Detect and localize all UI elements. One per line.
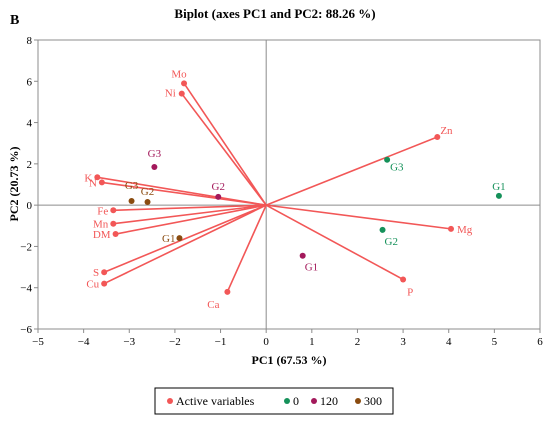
variable-point [434, 134, 441, 141]
x-tick-label: 3 [400, 336, 406, 348]
observation-point [384, 156, 391, 163]
observation-label: G3 [390, 162, 404, 174]
legend-marker [355, 398, 361, 404]
variable-label: Ni [165, 88, 176, 100]
legend-label: 0 [293, 394, 299, 408]
observation-label: G1 [492, 181, 505, 193]
variable-label: P [407, 286, 413, 298]
variable-vector [113, 204, 267, 212]
x-axis-label: PC1 (67.53 %) [252, 353, 327, 367]
observation-label: G1 [162, 233, 175, 245]
variable-label: N [89, 177, 97, 189]
y-tick-label: −6 [20, 324, 32, 336]
variable-vector [265, 136, 438, 206]
variable-point [178, 90, 185, 97]
variable-point [101, 269, 108, 276]
variable-label: Cu [86, 279, 99, 291]
y-tick-label: 4 [27, 118, 33, 130]
x-tick-label: −2 [169, 336, 181, 348]
x-tick-label: 0 [263, 336, 269, 348]
variable-vector [266, 204, 452, 230]
y-axis-label: PC2 (20.73 %) [7, 147, 21, 222]
x-tick-label: 1 [309, 336, 315, 348]
observation-label: G2 [385, 236, 398, 248]
variable-vector [113, 204, 267, 225]
observation-point [128, 198, 135, 205]
variable-point [224, 288, 231, 295]
variable-vector [103, 204, 267, 273]
variable-label: Mn [93, 219, 109, 231]
plot-frame [37, 39, 541, 330]
legend-label: 120 [320, 394, 338, 408]
variable-label: Fe [97, 205, 108, 217]
legend-label: 300 [364, 394, 382, 408]
observation-point [151, 163, 158, 170]
observation-label: G2 [212, 181, 225, 193]
x-tick-label: 5 [492, 336, 498, 348]
y-tick-label: −2 [20, 241, 32, 253]
y-tick-label: 0 [27, 200, 33, 212]
zero-lines [38, 40, 540, 329]
variable-vector [226, 204, 267, 293]
observation-label: G3 [125, 180, 139, 192]
variable-label: K [84, 172, 92, 184]
x-tick-label: −5 [32, 336, 44, 348]
variable-point [110, 207, 117, 214]
x-axis-ticks: −5 −4 −3 −2 −1 0 1 2 3 4 5 6 [32, 329, 543, 348]
variable-point [448, 225, 455, 232]
legend: Active variables 0 120 300 [154, 387, 394, 415]
variable-label: Mo [171, 68, 187, 80]
y-tick-label: 2 [27, 159, 33, 171]
observation-label: G1 [305, 262, 318, 274]
observation-point [379, 226, 386, 233]
legend-marker [284, 398, 290, 404]
y-tick-label: 6 [27, 76, 33, 88]
variable-label: DM [93, 229, 111, 241]
observation-point [215, 193, 222, 200]
observation-point [299, 252, 306, 259]
variable-point [110, 220, 117, 227]
variable-label: Zn [440, 125, 453, 137]
y-tick-label: −4 [20, 283, 32, 295]
variable-vector [265, 204, 404, 281]
x-tick-label: −1 [215, 336, 227, 348]
x-tick-label: −3 [123, 336, 135, 348]
x-tick-label: 2 [355, 336, 361, 348]
observation-point [176, 235, 183, 242]
variable-label: Ca [207, 299, 219, 311]
observation-point [144, 199, 151, 206]
variable-point [400, 276, 407, 283]
x-tick-label: 4 [446, 336, 452, 348]
observation-label: G2 [141, 186, 154, 198]
variable-point [112, 231, 119, 238]
variable-label: S [93, 267, 99, 279]
legend-box [154, 387, 394, 415]
variable-point [181, 80, 188, 87]
variable-vector [101, 181, 267, 206]
variable-point [98, 179, 105, 186]
variable-vector [115, 204, 267, 235]
variable-label: Mg [457, 224, 473, 236]
legend-label: Active variables [176, 394, 255, 408]
legend-marker [311, 398, 317, 404]
observation-point [495, 192, 502, 199]
variable-point [101, 280, 108, 287]
variable-point [94, 174, 101, 181]
panel-label: B [10, 13, 19, 28]
y-axis-ticks: −6 −4 −2 0 2 4 6 8 [20, 35, 38, 336]
observation-label: G3 [148, 148, 162, 160]
legend-marker [167, 398, 173, 404]
chart-title: Biplot (axes PC1 and PC2: 88.26 %) [174, 6, 375, 21]
variable-vector [181, 93, 267, 206]
y-tick-label: 8 [27, 35, 33, 47]
x-tick-label: 6 [537, 336, 543, 348]
x-tick-label: −4 [78, 336, 90, 348]
variable-vector [183, 82, 267, 206]
variable-vector [103, 204, 267, 285]
